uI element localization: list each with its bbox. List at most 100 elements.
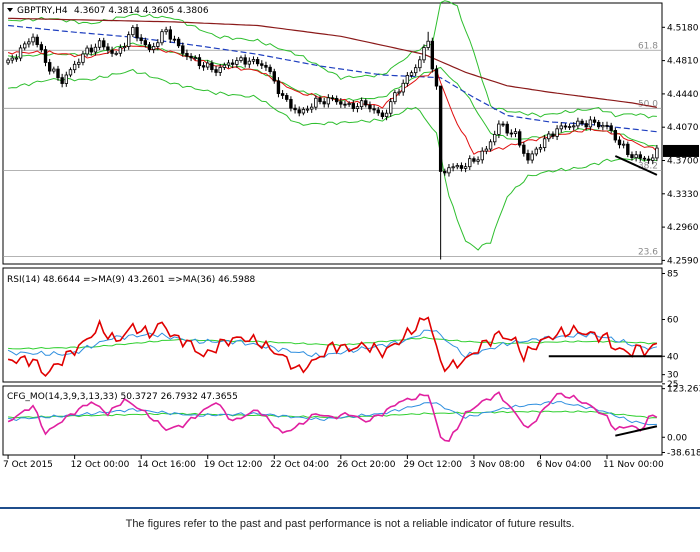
candle-body [255,59,260,65]
candle-body [630,154,634,159]
candle-body [351,103,355,109]
candle-body [476,159,480,162]
candle-body [235,60,239,65]
candle-body [559,125,563,130]
time-axis-label: 22 Oct 04:00 [270,460,329,470]
candle-body [576,120,580,127]
candle-body [447,167,451,174]
bollinger-lower-line [8,68,658,251]
time-axis-label: 19 Oct 12:00 [204,460,263,470]
candle-body [47,62,52,72]
candle-body [135,27,139,39]
candle-body [613,130,618,141]
candle-body [334,98,339,103]
collapse-triangle-icon [7,8,13,12]
candle-body [430,40,435,70]
candle-body [14,57,19,60]
candle-body [584,123,588,128]
candle-body [110,49,114,54]
candle-body [380,112,385,117]
candle-body [372,108,376,111]
rsi-axis-label: 30 [667,371,679,381]
time-axis-label: 11 Nov 00:00 [603,460,664,470]
candle-body [455,165,459,168]
price-axis-label: 4.3700 [667,157,699,167]
candle-body [289,99,293,109]
cfg-axis-label: -38.6187 [667,448,700,458]
chart-canvas: 61.8 50.0 38.2 23.6 4.5180 4.4810 4.4440 4.4070… [2,0,700,470]
candle-body [609,125,613,131]
candle-body [347,103,351,105]
candle-body [384,112,389,117]
candle-body [272,71,276,82]
candle-body [393,92,397,103]
candle-body [172,38,177,41]
candle-body [621,143,626,146]
candle-body [451,166,455,169]
candle-body [156,42,160,47]
price-axis-label: 4.4810 [667,57,699,67]
candle-body [617,139,622,146]
candle-body [488,141,493,150]
candle-body [542,138,547,148]
candle-body [497,123,501,135]
cfg-ma1-line [8,401,657,426]
candle-body [6,59,10,64]
candle-body [64,74,68,84]
candle-body [10,57,14,61]
cfg-axis-label: 123.2631 [667,385,700,395]
panel-frame-0 [2,2,663,265]
candle-body [530,153,534,161]
candle-body [18,47,23,59]
candle-body [297,109,301,114]
candle-body [493,133,497,143]
candle-body [426,40,430,48]
candle-body [97,40,102,48]
candle-body [468,158,472,168]
disclaimer-text: The figures refer to the past and past p… [125,518,575,530]
candle-body [226,62,231,66]
candle-body [418,59,422,69]
candle-body [484,148,489,152]
candle-body [243,57,247,65]
candle-body [355,106,360,109]
candle-body [459,165,464,169]
bottom-divider [0,507,700,509]
candle-body [151,46,156,50]
candle-body [260,63,264,66]
candle-body [293,107,297,111]
ma-blue-dashed-line [8,24,657,133]
candle-body [122,46,127,49]
candle-body [359,100,364,108]
candle-body [89,47,93,53]
candle-body [651,157,655,161]
candle-body [280,93,285,96]
candle-body [285,95,289,100]
candle-body [35,36,39,45]
candle-body [330,97,335,100]
candle-body [572,125,576,128]
candle-body [201,65,206,68]
candle-body [538,147,543,150]
candle-body [102,40,106,48]
candle-body [555,128,559,137]
candle-body [197,57,202,67]
rsi-axis-label: 40 [667,352,679,362]
cfg-axis-label: 0.00 [667,433,687,443]
ma-maroon-line [8,17,658,108]
candle-body [339,101,343,105]
candle-body [81,53,85,63]
candle-body [276,80,281,94]
candle-body [210,62,214,70]
rsi-axis-label: 60 [667,315,679,325]
candle-body [52,68,56,72]
rsi-panel-title: RSI(14) 48.6644 =>MA(9) 43.2601 =>MA(36)… [7,275,256,285]
price-axis-label: 4.4440 [667,90,699,100]
fib-level-label: 38.2 [638,161,658,171]
cfg-mo-line [7,391,658,442]
candle-body [522,144,526,154]
rsi-axis-label: 85 [667,270,678,280]
current-price-box [663,144,699,157]
candle-body [301,108,306,114]
